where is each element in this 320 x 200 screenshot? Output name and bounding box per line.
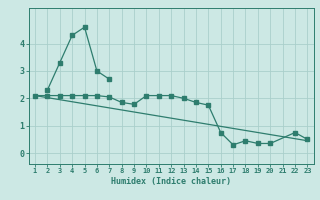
X-axis label: Humidex (Indice chaleur): Humidex (Indice chaleur): [111, 177, 231, 186]
